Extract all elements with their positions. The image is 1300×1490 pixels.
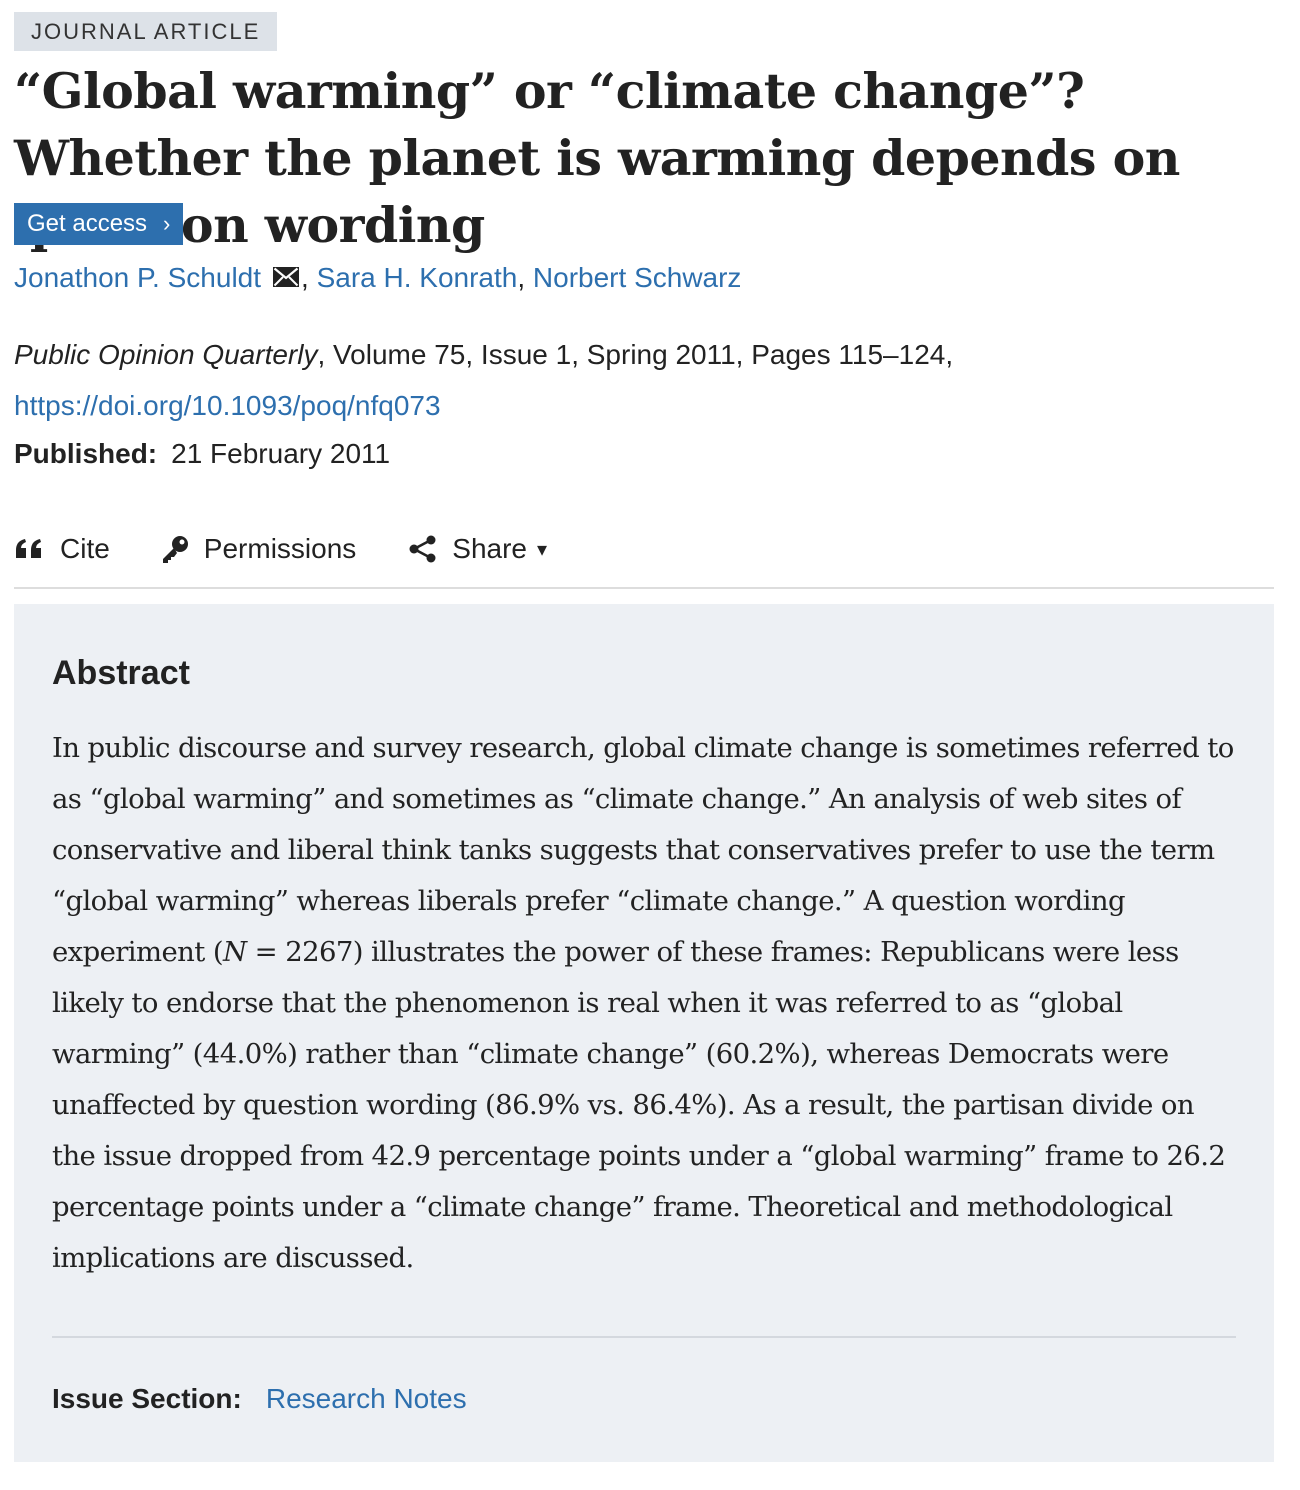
share-icon (409, 535, 436, 563)
author-link-schwarz[interactable]: Norbert Schwarz (532, 262, 742, 293)
envelope-icon[interactable] (273, 258, 300, 298)
abstract-text-italic: N (223, 936, 247, 968)
key-icon (162, 536, 188, 563)
article-toolbar: Cite Permissions Share ▾ (14, 526, 1274, 572)
quote-icon (16, 539, 41, 558)
author-separator: , (301, 262, 317, 293)
author-separator: , (517, 262, 533, 293)
journal-name: Public Opinion Quarterly (14, 339, 318, 370)
abstract-panel (14, 604, 1274, 1462)
issue-section: Issue Section: Research Notes (52, 1379, 467, 1419)
doi-link[interactable]: https://doi.org/10.1093/poq/nfq073 (14, 390, 441, 421)
article-type-badge: JOURNAL ARTICLE (14, 12, 278, 51)
get-access-label: Get access (27, 210, 148, 237)
share-button[interactable]: Share ▾ (408, 533, 547, 565)
published-label: Published: (14, 438, 158, 469)
citation: Public Opinion Quarterly, Volume 75, Iss… (14, 329, 1214, 431)
issue-section-label: Issue Section: (52, 1383, 242, 1414)
author-link-schuldt[interactable]: Jonathon P. Schuldt (14, 262, 262, 293)
caret-down-icon: ▾ (537, 538, 548, 561)
permissions-button[interactable]: Permissions (160, 533, 356, 565)
published-value: 21 February 2011 (171, 438, 391, 469)
cite-button[interactable]: Cite (14, 533, 110, 565)
author-list: Jonathon P. Schuldt, Sara H. Konrath, No… (14, 258, 741, 298)
issue-section-link[interactable]: Research Notes (265, 1383, 467, 1414)
published-date: Published: 21 February 2011 (14, 434, 390, 474)
abstract-text-part1: In public discourse and survey research,… (52, 732, 1234, 968)
abstract-divider (52, 1336, 1236, 1338)
abstract-text-part2: = 2267) illustrates the power of these f… (52, 936, 1226, 1274)
author-link-konrath[interactable]: Sara H. Konrath (316, 262, 518, 293)
chevron-right-icon: › (163, 211, 171, 236)
permissions-label: Permissions (203, 533, 357, 564)
cite-label: Cite (60, 533, 110, 564)
citation-details: , Volume 75, Issue 1, Spring 2011, Pages… (317, 339, 954, 370)
toolbar-divider (14, 587, 1274, 589)
share-label: Share (452, 533, 527, 564)
abstract-text: In public discourse and survey research,… (52, 723, 1242, 1284)
abstract-heading: Abstract (52, 654, 190, 692)
get-access-button[interactable]: Get access › (14, 203, 184, 245)
article-title: “Global warming” or “climate change”? Wh… (14, 62, 1180, 254)
